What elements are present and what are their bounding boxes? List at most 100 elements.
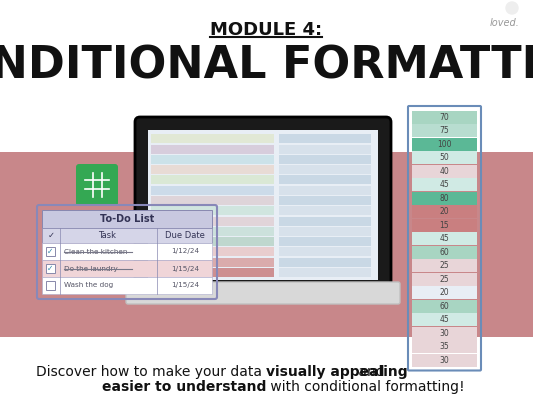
Bar [279,175,370,184]
Text: 45: 45 [440,180,449,189]
Bar [412,246,477,258]
Bar [279,155,370,164]
Bar [46,281,55,290]
Bar [279,196,370,205]
Bar [412,138,477,150]
Bar [412,259,477,272]
Text: 30: 30 [440,356,449,364]
Bar [151,155,274,164]
Bar [412,124,477,137]
Bar [151,206,274,215]
Text: easier to understand: easier to understand [102,380,266,394]
Text: 75: 75 [440,126,449,135]
Text: 40: 40 [440,166,449,176]
Bar [279,144,370,154]
Text: Wash the dog: Wash the dog [64,282,113,288]
Text: 15: 15 [440,220,449,230]
Text: MODULE 4:: MODULE 4: [210,21,322,39]
Bar [148,130,378,280]
Text: 20: 20 [440,288,449,297]
Bar [412,326,477,340]
Text: To-Do List: To-Do List [100,214,154,224]
Text: Due Date: Due Date [165,231,205,240]
Bar [151,134,274,143]
Bar [412,286,477,299]
Circle shape [506,2,518,14]
Text: 30: 30 [440,328,449,338]
Text: visually appealing: visually appealing [266,365,408,379]
Text: 60: 60 [440,248,449,256]
FancyBboxPatch shape [135,117,391,293]
Bar [42,277,212,294]
Bar [151,227,274,236]
Bar [412,218,477,232]
Text: Task: Task [98,231,116,240]
Bar [412,340,477,353]
Bar [412,192,477,204]
Bar [279,227,370,236]
Text: and: and [354,365,385,379]
Bar [412,354,477,366]
Bar [46,264,55,273]
Bar [42,243,212,260]
Bar [279,134,370,143]
Text: 50: 50 [440,153,449,162]
Text: 80: 80 [440,194,449,202]
Text: ✓: ✓ [47,231,54,240]
FancyBboxPatch shape [126,282,400,304]
Bar [151,247,274,256]
Bar [279,186,370,195]
Text: loved.: loved. [490,18,520,28]
Bar [46,247,55,256]
Text: 100: 100 [437,140,452,148]
Bar [412,164,477,178]
Text: 1/15/24: 1/15/24 [171,282,199,288]
Bar [151,237,274,246]
Bar [151,258,274,267]
Bar [151,268,274,277]
Bar [151,216,274,226]
FancyBboxPatch shape [76,164,118,206]
Bar [279,237,370,246]
Text: 1/15/24: 1/15/24 [171,266,199,272]
Text: Discover how to make your data: Discover how to make your data [36,365,266,379]
Bar [42,210,212,228]
Bar [412,205,477,218]
Bar [42,260,212,277]
Text: ✓: ✓ [47,247,54,256]
Bar [412,313,477,326]
Bar [412,151,477,164]
Text: 25: 25 [440,261,449,270]
Text: 60: 60 [440,302,449,310]
Bar [279,268,370,277]
Bar [279,247,370,256]
Text: 70: 70 [440,112,449,122]
Text: Do the laundry: Do the laundry [64,266,118,272]
Bar [412,232,477,245]
Bar [0,152,533,337]
Text: 45: 45 [440,315,449,324]
Text: 20: 20 [440,207,449,216]
Text: CONDITIONAL FORMATTING: CONDITIONAL FORMATTING [0,44,533,88]
Text: with conditional formatting!: with conditional formatting! [266,380,465,394]
Bar [151,144,274,154]
Text: Clean the kitchen: Clean the kitchen [64,248,127,254]
Bar [42,228,212,243]
Bar [151,175,274,184]
Bar [151,186,274,195]
Bar [412,110,477,124]
Text: 45: 45 [440,234,449,243]
Text: ✓: ✓ [47,264,54,273]
Text: 35: 35 [440,342,449,351]
Bar [412,272,477,286]
Bar [279,206,370,215]
Bar [279,165,370,174]
Bar [151,196,274,205]
Bar [412,300,477,312]
Bar [279,258,370,267]
Text: 1/12/24: 1/12/24 [171,248,199,254]
Bar [279,216,370,226]
Bar [151,165,274,174]
Bar [412,178,477,191]
Text: 25: 25 [440,274,449,284]
